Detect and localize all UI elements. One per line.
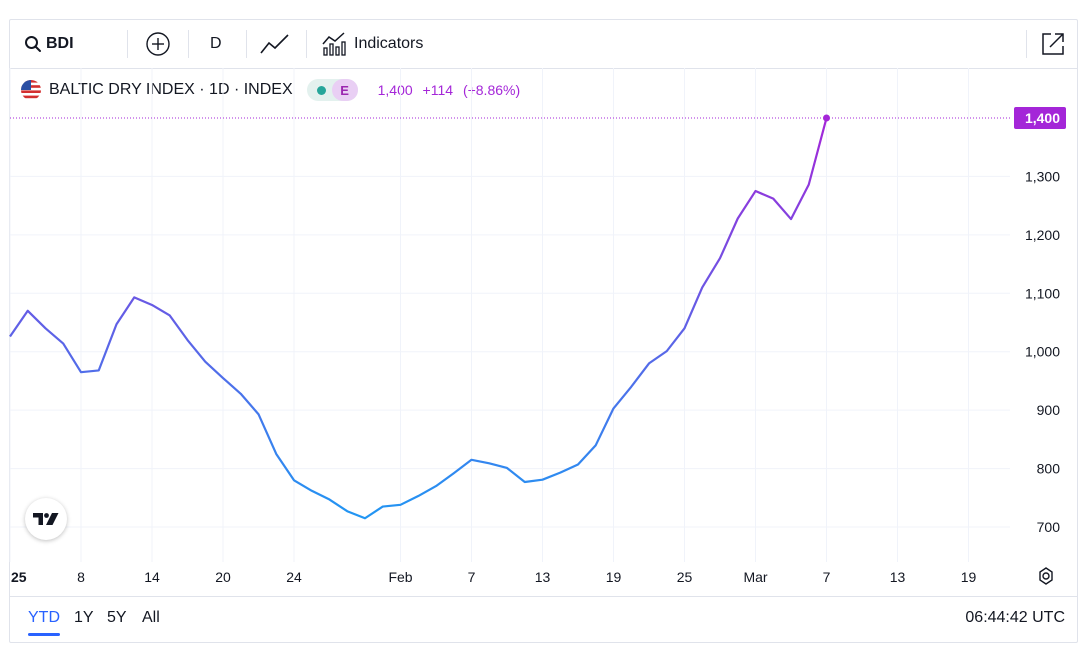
utc-clock[interactable]: 06:44:42 UTC [965,609,1065,626]
tradingview-logo-icon [33,513,59,525]
price-scale-badge [1014,107,1066,129]
price-scale-label: 1,400 [1025,110,1060,126]
search-icon [25,36,41,52]
x-tick-label: 19 [961,569,977,585]
x-tick-label: 25 [677,569,693,585]
x-tick-label: 25 [11,569,27,585]
add-compare-icon [146,32,170,56]
x-tick-label: Feb [388,569,412,585]
y-tick-label: 700 [1037,519,1061,535]
popout-icon [1042,33,1064,55]
price-change: +114 [422,82,454,98]
indicators-icon [322,32,346,56]
y-tick-label: 800 [1037,461,1061,477]
x-tick-label: 19 [606,569,622,585]
toolbar: BDI D Indicators [10,20,1077,69]
x-tick-label: 8 [77,569,85,585]
indicators-label: Indicators [354,35,424,52]
toolbar-divider [306,30,307,58]
series-line[interactable] [9,117,828,520]
y-tick-label: 1,300 [1025,168,1060,184]
range-ytd[interactable]: YTD [28,609,60,636]
us-flag-icon [21,80,41,100]
exchange-badge[interactable]: E [306,79,358,101]
chart-style-button[interactable] [260,20,290,68]
series-legend: BALTIC DRY INDEX · 1D · INDEX E 1,400 +1… [20,76,526,104]
bottom-toolbar: YTD 1Y 5Y All 06:44:42 UTC [10,596,1077,643]
y-tick-label: 1,100 [1025,285,1060,301]
symbol-search[interactable]: BDI [24,20,74,68]
range-1y[interactable]: 1Y [74,609,94,626]
x-tick-label: 7 [823,569,831,585]
toolbar-divider [188,30,189,58]
interval-label: D [210,35,222,52]
y-tick-label: 900 [1037,402,1061,418]
chart-style-icon [260,34,289,54]
symbol-label: BDI [46,35,74,52]
y-tick-label: 1,000 [1025,344,1060,360]
x-tick-label: 7 [468,569,476,585]
x-tick-label: 24 [286,569,302,585]
compare-button[interactable] [145,20,171,68]
indicators-button[interactable]: Indicators [322,20,423,68]
range-all[interactable]: All [142,609,160,626]
x-tick-label: 20 [215,569,231,585]
settings-icon[interactable] [1036,566,1056,586]
market-status-dot [316,85,326,95]
toolbar-divider [1026,30,1027,58]
x-tick-label: 14 [144,569,160,585]
toolbar-divider [127,30,128,58]
toolbar-divider [246,30,247,58]
quote-values: 1,400 +114 (+8.86%) [378,82,527,98]
badge-letter: E [331,79,358,101]
last-price: 1,400 [377,82,413,98]
interval-button[interactable]: D [210,20,222,68]
price-change-percent: (+8.86%) [462,82,521,98]
x-tick-label: 13 [890,569,906,585]
range-5y[interactable]: 5Y [107,609,127,626]
series-title[interactable]: BALTIC DRY INDEX · 1D · INDEX [49,81,293,98]
y-tick-label: 1,200 [1025,227,1060,243]
x-tick-label: 13 [535,569,551,585]
tradingview-logo[interactable] [25,498,67,540]
popout-button[interactable] [1041,20,1065,68]
x-tick-label: Mar [743,569,767,585]
